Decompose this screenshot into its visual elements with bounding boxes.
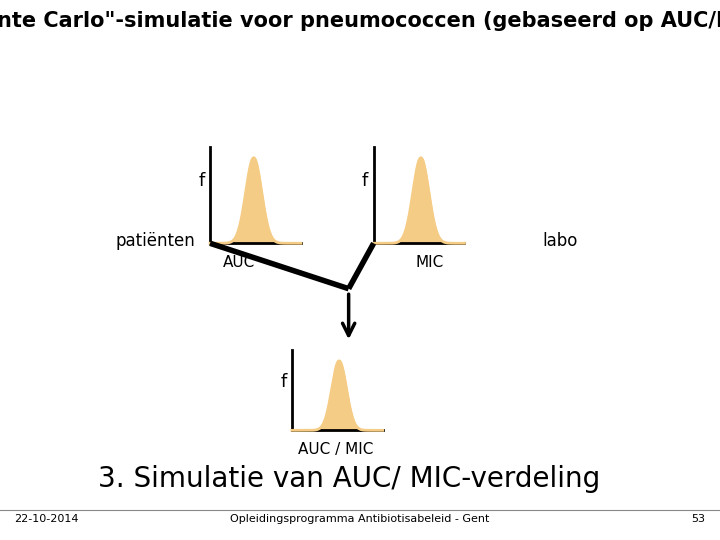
Text: f: f <box>362 172 368 190</box>
Text: 3. Simulatie van AUC/ MIC-verdeling: 3. Simulatie van AUC/ MIC-verdeling <box>97 465 600 493</box>
Text: MIC: MIC <box>416 255 444 270</box>
Text: "Monte Carlo"-simulatie voor pneumococcen (gebaseerd op AUC/MIC): "Monte Carlo"-simulatie voor pneumococce… <box>0 11 720 31</box>
Text: labo: labo <box>542 232 577 249</box>
Text: Opleidingsprogramma Antibiotisabeleid - Gent: Opleidingsprogramma Antibiotisabeleid - … <box>230 514 490 524</box>
Text: f: f <box>199 172 204 190</box>
Text: AUC / MIC: AUC / MIC <box>298 442 373 457</box>
Text: f: f <box>280 373 287 392</box>
Text: patiënten: patiënten <box>116 232 195 249</box>
Text: AUC: AUC <box>223 255 256 270</box>
Text: 22-10-2014: 22-10-2014 <box>14 514 79 524</box>
Text: 53: 53 <box>692 514 706 524</box>
